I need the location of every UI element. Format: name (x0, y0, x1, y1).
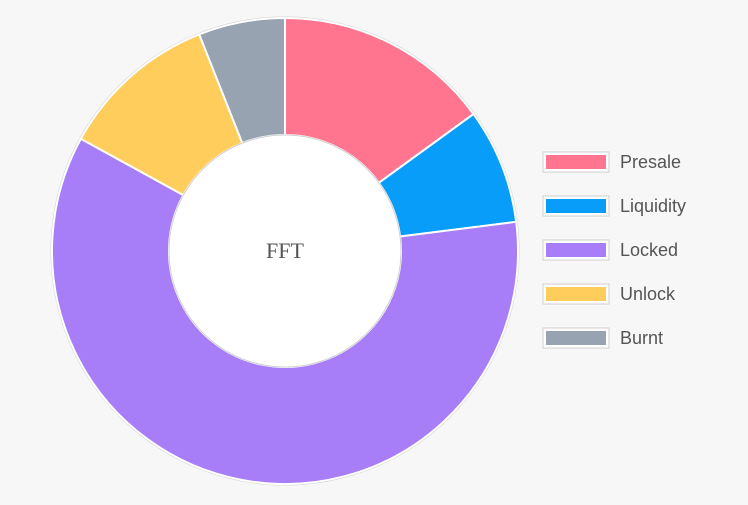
center-label: FFT (266, 238, 304, 263)
legend: Presale Liquidity Locked Unlock Burnt (542, 151, 686, 349)
legend-item-presale[interactable]: Presale (542, 151, 681, 173)
legend-label: Locked (620, 240, 678, 260)
legend-swatch (546, 287, 606, 301)
legend-item-liquidity[interactable]: Liquidity (542, 195, 686, 217)
legend-label: Unlock (620, 284, 676, 304)
legend-swatch (546, 199, 606, 213)
legend-item-locked[interactable]: Locked (542, 239, 678, 261)
legend-swatch (546, 155, 606, 169)
center-hole (168, 134, 402, 368)
legend-label: Burnt (620, 328, 663, 348)
legend-item-unlock[interactable]: Unlock (542, 283, 676, 305)
legend-item-burnt[interactable]: Burnt (542, 327, 663, 349)
legend-label: Presale (620, 152, 681, 172)
legend-label: Liquidity (620, 196, 686, 216)
legend-swatch (546, 243, 606, 257)
legend-swatch (546, 331, 606, 345)
